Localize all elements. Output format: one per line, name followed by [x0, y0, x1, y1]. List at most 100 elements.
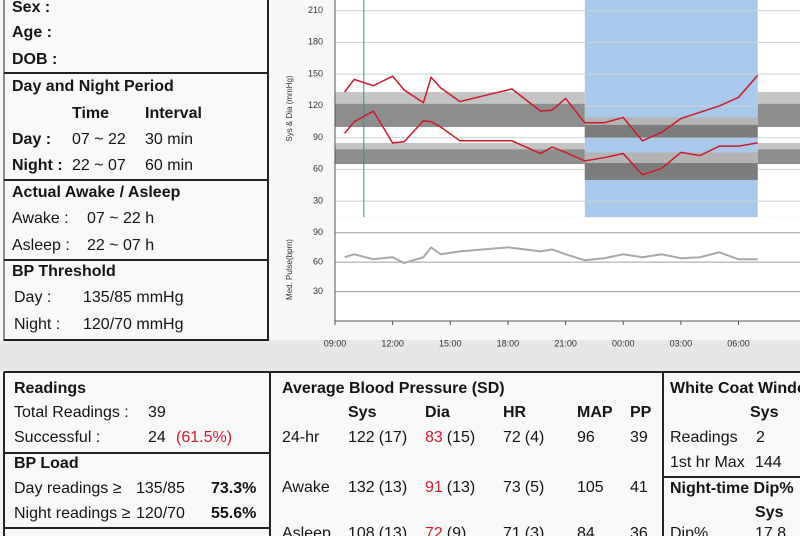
threshold-band — [757, 103, 800, 128]
series-line — [344, 74, 759, 142]
y-tick-label: 60 — [313, 257, 323, 267]
column-header: Interval — [145, 105, 202, 122]
value: 71 — [503, 525, 521, 536]
value: 30 min — [145, 131, 194, 148]
column-header: Sys — [755, 504, 784, 521]
section-title: Day and Night Period — [12, 78, 174, 95]
value: 144 — [755, 454, 782, 471]
value: 17.8 — [755, 525, 787, 536]
row-label: 24-hr — [282, 429, 320, 446]
y-tick-label: 120 — [308, 100, 323, 110]
value: 22 ~ 07 h — [87, 237, 155, 254]
row-label: Day : — [14, 289, 52, 306]
value: 39 — [148, 404, 166, 421]
label: Sex : — [12, 0, 51, 16]
row-label: Day readings ≥ — [14, 480, 122, 497]
percent: 73.3% — [211, 480, 257, 497]
value: 105 — [577, 479, 604, 496]
row-label: Dip% — [670, 525, 709, 536]
plot-area — [335, 218, 800, 321]
value: (3) — [524, 525, 545, 536]
row-label: Night readings ≥ — [14, 505, 131, 522]
value: (17) — [378, 429, 408, 446]
section-title: BP Load — [14, 455, 79, 472]
threshold-band — [584, 152, 758, 164]
y-tick-label: 180 — [308, 37, 323, 47]
axis-title: Med. Pulse(bpm) — [285, 239, 294, 300]
percent: 55.6% — [211, 505, 257, 522]
x-tick-label: 09:00 — [324, 338, 347, 348]
value: 83 — [425, 429, 443, 446]
value: 22 ~ 07 — [72, 157, 126, 174]
value: 108 — [348, 525, 375, 536]
x-tick-label: 03:00 — [670, 338, 693, 348]
value: (9) — [446, 525, 467, 536]
x-tick-label: 12:00 — [381, 338, 404, 348]
value: 24 — [148, 429, 166, 446]
value: 96 — [577, 429, 595, 446]
label: DOB : — [12, 51, 58, 68]
value: (4) — [524, 429, 545, 446]
value: 120/70 — [136, 505, 185, 522]
value: 122 — [348, 429, 375, 446]
series-line — [344, 110, 758, 176]
value: 73 — [503, 479, 521, 496]
section-title: BP Threshold — [12, 263, 116, 280]
value: 91 — [425, 479, 443, 496]
x-tick-label: 06:00 — [727, 338, 750, 348]
label: Age : — [12, 24, 52, 41]
value: (13) — [378, 525, 408, 536]
section-title: Readings — [14, 380, 87, 397]
night-band — [584, 0, 758, 217]
series-line — [344, 246, 758, 265]
threshold-band — [584, 117, 758, 125]
threshold-band — [335, 149, 585, 165]
y-tick-label: 30 — [313, 195, 323, 205]
threshold-band — [335, 92, 585, 104]
row-label: Night : — [14, 316, 61, 333]
column-header: Time — [72, 105, 110, 122]
column-header: Sys — [750, 404, 779, 421]
section-title: Average Blood Pressure (SD) — [282, 380, 505, 397]
row-label: Total Readings : — [14, 404, 129, 421]
value: 72 — [503, 429, 521, 446]
row-label: Asleep : — [12, 237, 70, 254]
section-title: Night-time Dip% — [670, 480, 794, 497]
y-tick-label: 90 — [313, 132, 323, 142]
threshold-band — [584, 124, 758, 138]
value: 135/85 — [136, 480, 185, 497]
value: 132 — [348, 479, 375, 496]
threshold-band — [584, 163, 758, 180]
value: 41 — [630, 479, 648, 496]
row-label: Readings — [670, 429, 738, 446]
x-tick-label: 15:00 — [439, 338, 462, 348]
value: 84 — [577, 525, 595, 536]
row-label: Awake — [282, 479, 330, 496]
section-title: White Coat Window — [670, 380, 800, 397]
value: 60 min — [145, 157, 194, 174]
value: 39 — [630, 429, 648, 446]
y-tick-label: 60 — [313, 164, 323, 174]
value: (15) — [446, 429, 476, 446]
value: (5) — [524, 479, 545, 496]
value: 07 ~ 22 h — [87, 210, 155, 227]
threshold-band — [335, 142, 585, 150]
column-header: HR — [503, 404, 527, 421]
section-title: Actual Awake / Asleep — [12, 184, 181, 201]
row-label: Day : — [12, 131, 52, 148]
threshold-band — [757, 142, 800, 150]
value: (13) — [378, 479, 408, 496]
info-panel — [0, 0, 268, 340]
threshold-band — [757, 92, 800, 104]
value: 2 — [756, 429, 765, 446]
row-label: Successful : — [14, 429, 101, 446]
row-label: Asleep — [282, 525, 331, 536]
value: 36 — [630, 525, 648, 536]
value: 135/85 mmHg — [83, 289, 184, 306]
x-tick-label: 21:00 — [554, 338, 577, 348]
axis-title: Sys & Dia (mmHg) — [285, 75, 294, 142]
threshold-band — [335, 103, 585, 128]
y-tick-label: 150 — [308, 68, 323, 78]
